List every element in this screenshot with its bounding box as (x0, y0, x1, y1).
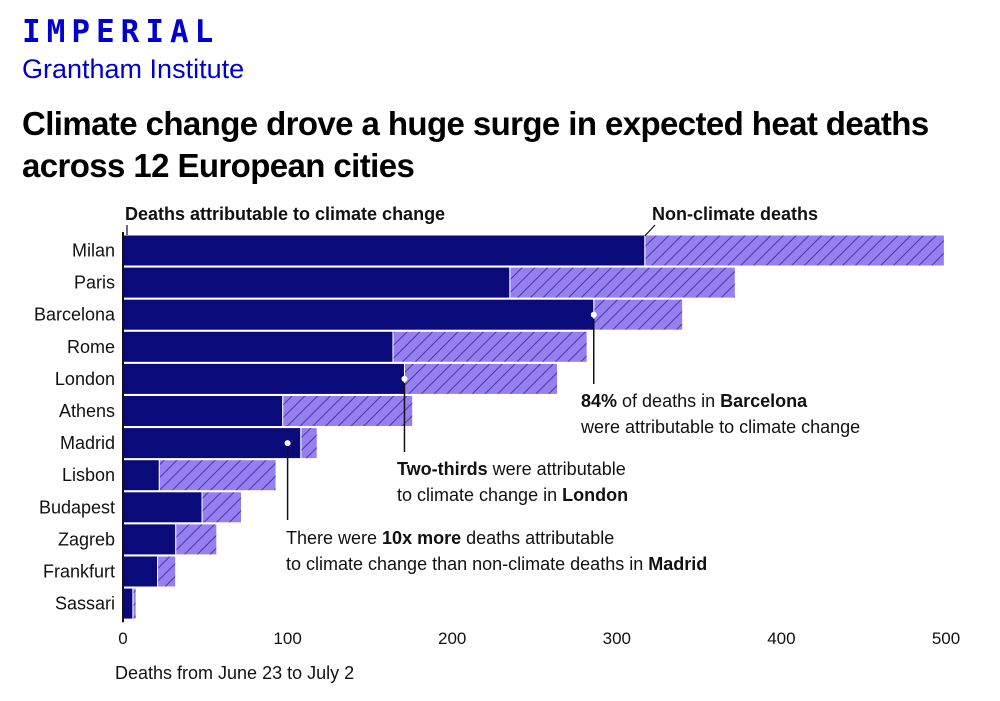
annotation-madrid: There were 10x more deaths attributable … (286, 528, 708, 574)
x-axis-label: Deaths from June 23 to July 2 (115, 663, 354, 683)
category-label-zagreb: Zagreb (58, 529, 115, 549)
x-tick-label-0: 0 (118, 629, 127, 648)
category-label-rome: Rome (67, 337, 115, 357)
category-label-london: London (55, 369, 115, 389)
bar-climate-sassari (122, 587, 134, 620)
bar-nonclimate-milan (644, 234, 945, 267)
london-leader-dot (401, 375, 408, 382)
bar-climate-london (122, 362, 405, 395)
bar-climate-rome (122, 330, 394, 363)
x-tick-label-500: 500 (932, 629, 960, 648)
legend-nonclimate-label: Non-climate deaths (652, 204, 818, 224)
barcelona-leader-dot (590, 311, 597, 318)
bar-nonclimate-frankfurt (157, 555, 177, 588)
x-tick-label-400: 400 (767, 629, 795, 648)
madrid-leader-dot (284, 440, 291, 447)
annotation-barcelona: 84% of deaths in Barcelona were attribut… (581, 391, 861, 437)
legend-nonclimate-tick (644, 224, 656, 237)
annotation-london: Two-thirds were attributable to climate … (397, 459, 629, 505)
bar-climate-athens (122, 395, 284, 427)
bar-climate-lisbon (122, 459, 160, 492)
bar-nonclimate-madrid (300, 427, 318, 460)
category-label-paris: Paris (74, 273, 115, 293)
bar-climate-paris (122, 266, 511, 299)
chart-title: Climate change drove a huge surge in exp… (22, 105, 929, 184)
category-label-lisbon: Lisbon (62, 465, 115, 485)
bar-climate-madrid (122, 427, 302, 460)
bar-nonclimate-zagreb (175, 523, 218, 556)
bar-nonclimate-athens (282, 395, 414, 427)
bar-nonclimate-rome (392, 330, 588, 363)
bar-nonclimate-budapest (201, 491, 243, 524)
x-tick-label-200: 200 (438, 629, 466, 648)
bar-climate-milan (122, 234, 646, 267)
category-label-sassari: Sassari (55, 594, 115, 614)
category-label-barcelona: Barcelona (34, 305, 116, 325)
bar-climate-frankfurt (122, 555, 159, 588)
institute-name: Grantham Institute (22, 54, 245, 84)
category-label-frankfurt: Frankfurt (43, 562, 115, 582)
brand-logo: IMPERIAL (22, 14, 220, 50)
category-label-milan: Milan (72, 241, 115, 261)
category-label-madrid: Madrid (60, 433, 115, 453)
bar-climate-budapest (122, 491, 203, 524)
category-label-budapest: Budapest (39, 497, 115, 517)
x-tick-label-300: 300 (603, 629, 631, 648)
bar-climate-zagreb (122, 523, 177, 556)
bar-climate-barcelona (122, 298, 595, 331)
bar-nonclimate-london (403, 362, 559, 395)
legend-climate-label: Deaths attributable to climate change (125, 204, 445, 224)
category-label-athens: Athens (59, 401, 115, 421)
x-tick-label-100: 100 (273, 629, 301, 648)
bar-nonclimate-barcelona (593, 298, 684, 331)
bar-nonclimate-paris (509, 266, 736, 299)
bar-nonclimate-lisbon (158, 459, 277, 492)
